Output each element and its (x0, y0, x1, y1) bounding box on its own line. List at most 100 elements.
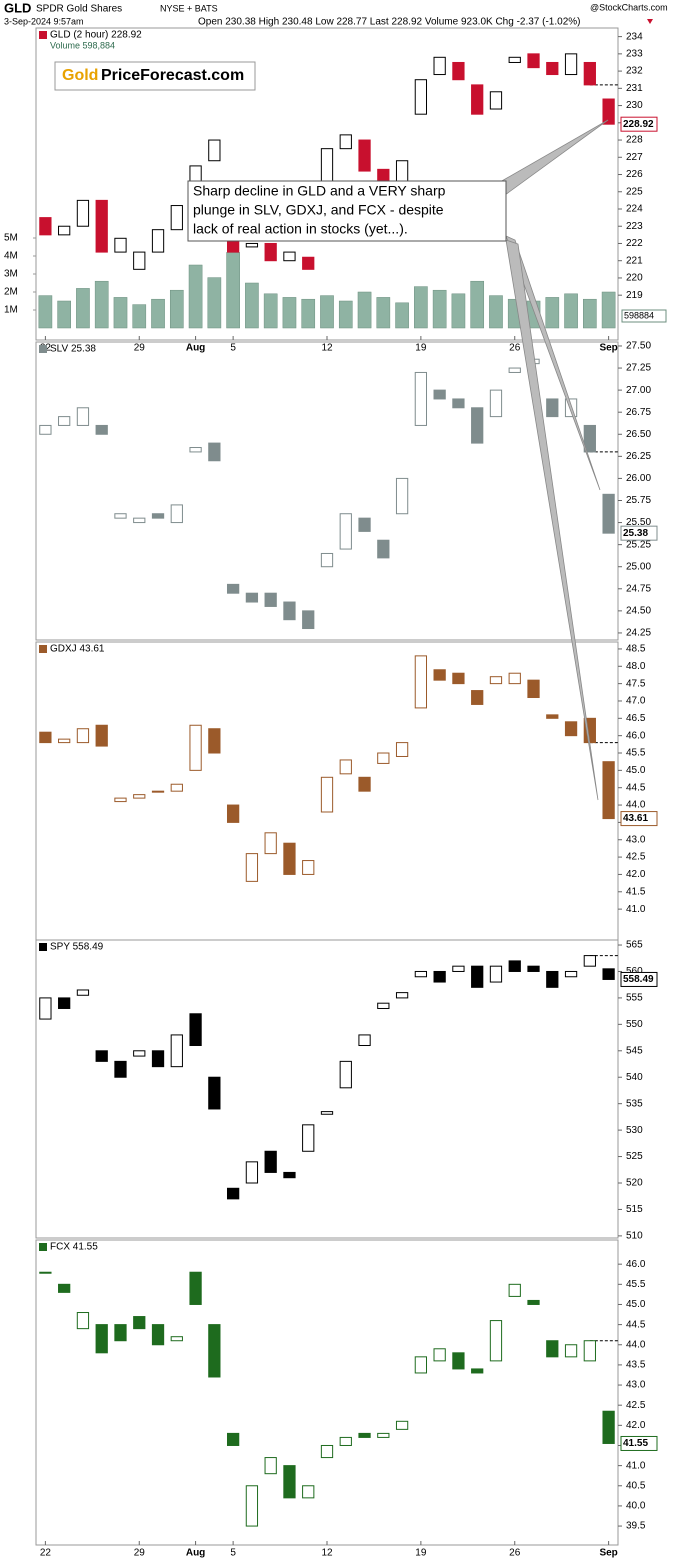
volume-bar (395, 302, 409, 329)
volume-bar (76, 288, 90, 329)
candle (76, 728, 90, 744)
volume-tick-label: 5M (4, 233, 18, 244)
y-tick-label: 25.75 (626, 495, 651, 506)
candle (320, 1111, 334, 1115)
candle (414, 79, 428, 115)
candle (452, 398, 465, 409)
candle (151, 1050, 165, 1068)
candle (76, 1312, 90, 1330)
candle (395, 1420, 409, 1430)
y-tick-label: 545 (626, 1045, 643, 1056)
y-tick-label: 560 (626, 966, 643, 977)
candle (471, 965, 484, 988)
logo: Gold PriceForecast.com (54, 61, 256, 91)
x-tick-label: 26 (509, 343, 521, 354)
y-tick-label: 44.5 (626, 1319, 646, 1330)
volume-last-box (621, 309, 667, 323)
y-tick-label: 27.25 (626, 363, 651, 374)
y-tick-label: 550 (626, 1019, 643, 1030)
candle (39, 997, 52, 1020)
candle (320, 1444, 334, 1459)
candle (95, 1324, 108, 1354)
volume-bar (432, 289, 447, 329)
annotation-box (187, 180, 507, 242)
panel-frame (35, 939, 619, 1239)
candle (320, 776, 334, 813)
volume-tick-label: 3M (4, 269, 18, 280)
candle (471, 84, 484, 115)
y-tick-label: 48.0 (626, 661, 646, 672)
legend-swatch (39, 943, 47, 951)
y-tick-label: 42.5 (626, 1400, 646, 1411)
candle (170, 783, 183, 792)
x-tick-label: 12 (321, 343, 333, 354)
volume-bar (151, 298, 165, 329)
last-value-label: 558.49 (623, 974, 654, 985)
symbol: GLD (4, 0, 31, 15)
volume-tick-label: 1M (4, 305, 18, 316)
candle (339, 759, 352, 775)
candle (95, 1050, 108, 1062)
candle (302, 1124, 315, 1152)
candle (377, 1432, 390, 1438)
y-tick-label: 44.0 (626, 800, 646, 811)
volume-bar (451, 293, 466, 329)
candle (76, 989, 90, 996)
candle (170, 1336, 183, 1342)
y-tick-label: 39.5 (626, 1521, 646, 1532)
y-tick-label: 40.0 (626, 1501, 646, 1512)
exchange: NYSE + BATS (160, 3, 218, 13)
volume-bar (132, 304, 147, 329)
y-tick-label: 41.0 (626, 1460, 646, 1471)
candle (114, 797, 127, 803)
volume-bar (226, 252, 240, 329)
candle (414, 371, 428, 426)
candle (583, 955, 596, 967)
candle (546, 714, 559, 719)
candle (302, 256, 315, 270)
y-tick-label: 220 (626, 273, 643, 284)
candle (114, 237, 127, 253)
candle (602, 98, 615, 125)
candle (76, 199, 90, 227)
annotation-line: plunge in SLV, GDXJ, and FCX - despite (193, 202, 444, 218)
candle (283, 1171, 296, 1179)
candle (133, 251, 146, 270)
volume-bar (188, 264, 203, 329)
x-tick-label: Aug (186, 343, 205, 354)
candle (358, 1432, 371, 1438)
candle (302, 1485, 315, 1499)
y-tick-label: 47.5 (626, 678, 646, 689)
candle (226, 583, 240, 594)
candle (564, 970, 578, 978)
y-tick-label: 25.25 (626, 539, 651, 550)
candle (189, 1271, 202, 1305)
candle (283, 601, 296, 621)
candle (508, 367, 521, 373)
y-tick-label: 219 (626, 290, 643, 301)
candle (414, 655, 428, 709)
candle (583, 1340, 596, 1362)
candle (583, 424, 596, 453)
candle (189, 447, 202, 453)
annotation: Sharp decline in GLD and a VERY sharp pl… (187, 180, 507, 242)
candle (358, 139, 371, 172)
candle (358, 776, 371, 792)
candle (58, 416, 71, 426)
volume-bar (376, 297, 391, 329)
last-value-box (620, 811, 658, 827)
y-tick-label: 24.75 (626, 583, 651, 594)
x-tick-label: 29 (134, 343, 146, 354)
candle (546, 1340, 559, 1358)
candle (39, 424, 52, 435)
candle (489, 965, 503, 983)
legend: FCX 41.55 (50, 1242, 98, 1253)
candle (283, 251, 296, 262)
security-name: SPDR Gold Shares (36, 4, 122, 15)
annotation-line: Sharp decline in GLD and a VERY sharp (193, 183, 446, 199)
candle (339, 134, 352, 150)
candle (377, 752, 390, 764)
candle (414, 970, 428, 978)
